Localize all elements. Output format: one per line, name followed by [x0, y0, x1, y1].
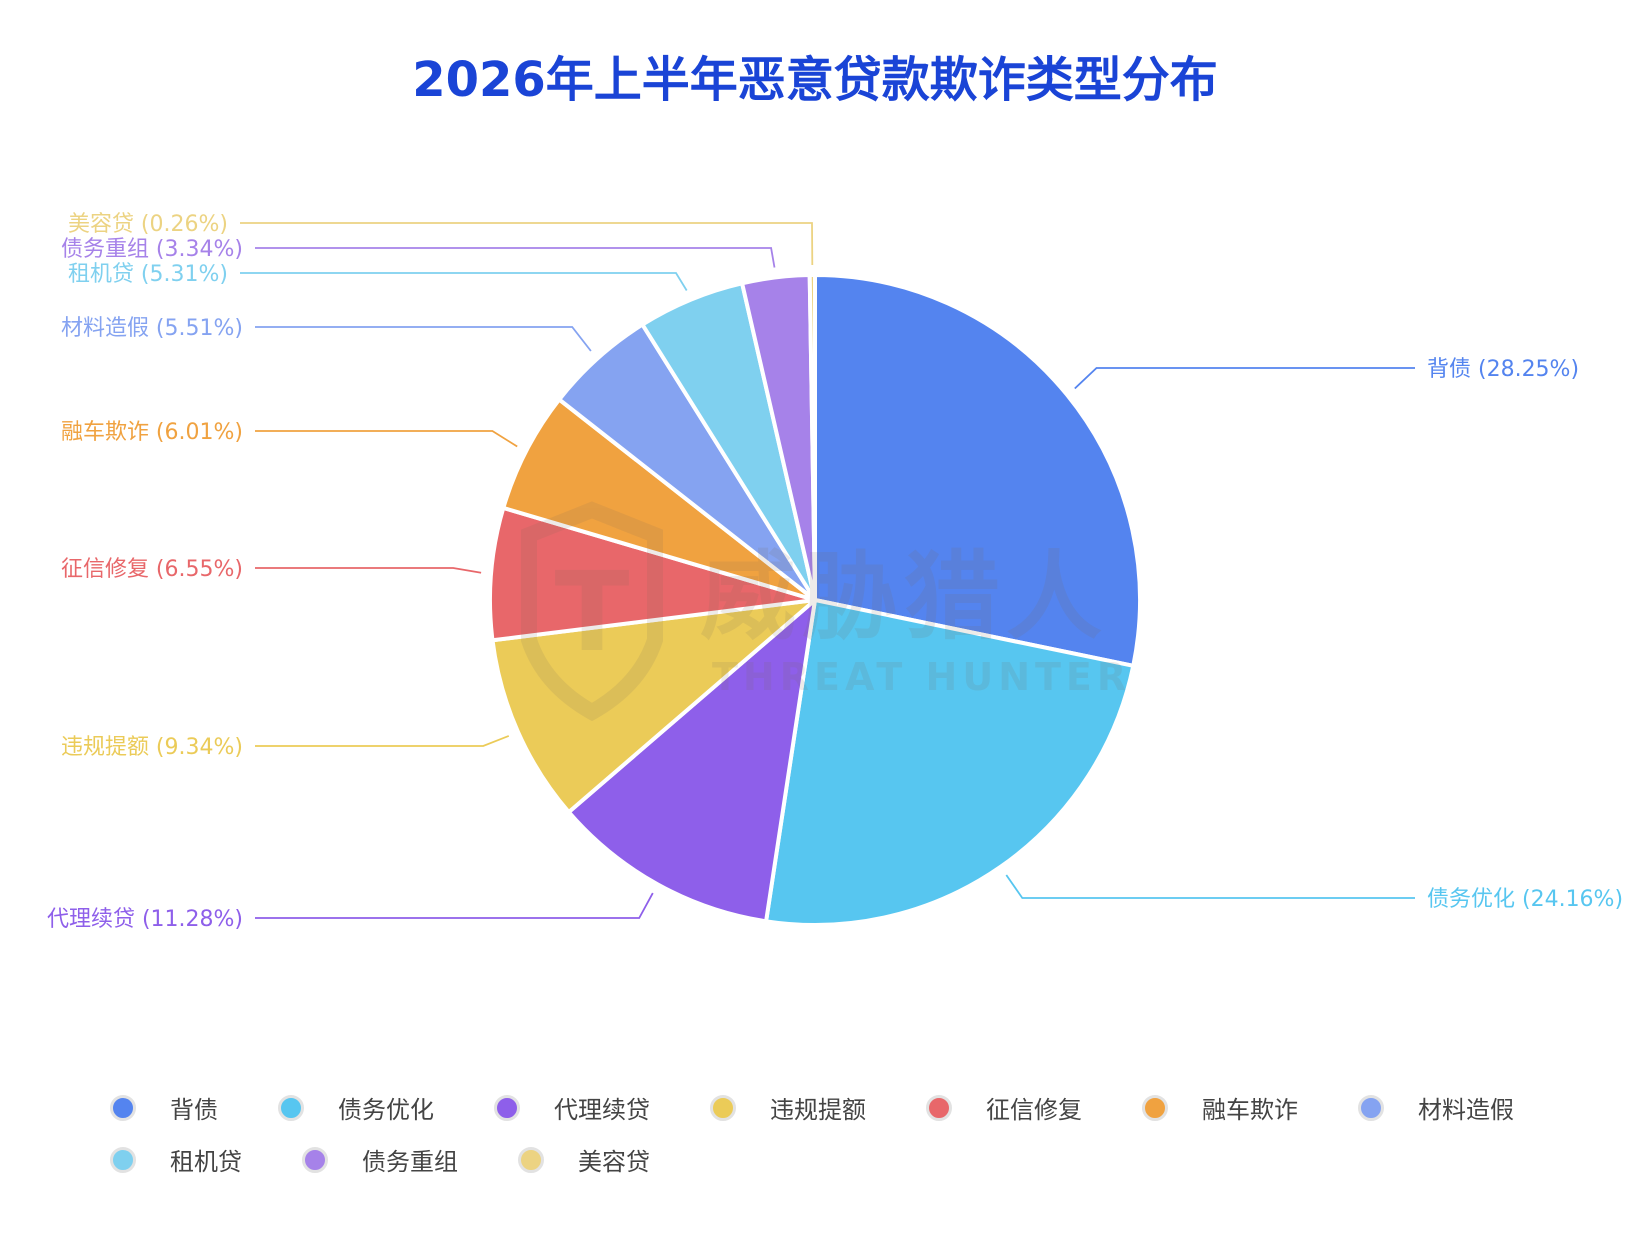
leader-line-3 — [255, 735, 510, 747]
legend-label: 征信修复 — [986, 1096, 1082, 1124]
watermark-en-text: THREAT HUNTER — [712, 655, 1131, 699]
leader-line-5 — [255, 430, 518, 448]
legend-item-7[interactable]: 租机贷 — [110, 1142, 242, 1177]
legend-dot-icon — [926, 1094, 952, 1121]
legend-item-6[interactable]: 材料造假 — [1358, 1090, 1514, 1125]
pie-slice-2[interactable] — [566, 598, 817, 924]
legend-label: 债务重组 — [362, 1148, 458, 1176]
legend-dot-icon — [710, 1094, 736, 1121]
slice-label-5: 融车欺诈 (6.01%) — [61, 420, 243, 445]
legend-item-3[interactable]: 违规提额 — [710, 1090, 866, 1125]
watermark-cn-text: 威胁猎人 — [700, 541, 1108, 653]
legend-label: 违规提额 — [770, 1096, 866, 1124]
watermark-shield-icon — [521, 501, 663, 722]
legend-label: 美容贷 — [578, 1148, 650, 1176]
leader-line-7 — [240, 272, 688, 291]
leader-line-9 — [240, 222, 814, 266]
legend-label: 背债 — [170, 1096, 218, 1124]
legend-label: 租机贷 — [170, 1148, 242, 1176]
legend-item-9[interactable]: 美容贷 — [518, 1142, 650, 1177]
slice-label-0: 背债 (28.25%) — [1427, 357, 1579, 382]
legend-item-2[interactable]: 代理续贷 — [494, 1090, 650, 1125]
legend-dot-icon — [110, 1146, 136, 1173]
slice-label-7: 租机贷 (5.31%) — [68, 262, 228, 287]
pie-slice-0[interactable] — [813, 273, 1142, 668]
legend-dot-icon — [302, 1146, 328, 1173]
leader-line-1 — [1005, 874, 1415, 899]
slice-label-2: 代理续贷 (11.28%) — [47, 907, 243, 932]
legend-label: 融车欺诈 — [1202, 1096, 1298, 1124]
slice-label-8: 债务重组 (3.34%) — [61, 237, 243, 262]
leader-line-4 — [255, 567, 482, 574]
slice-label-9: 美容贷 (0.26%) — [68, 212, 228, 237]
legend-label: 材料造假 — [1418, 1096, 1514, 1124]
leader-line-2 — [255, 892, 654, 919]
leader-line-6 — [255, 326, 592, 352]
leader-line-8 — [255, 247, 776, 268]
pie-slice-1[interactable] — [764, 598, 1136, 927]
slice-label-1: 债务优化 (24.16%) — [1427, 887, 1623, 912]
pie-slice-3[interactable] — [490, 598, 817, 815]
legend-dot-icon — [494, 1094, 520, 1121]
legend-dot-icon — [278, 1094, 304, 1121]
watermark-shield-glyph: T — [554, 548, 629, 676]
legend-dot-icon — [110, 1094, 136, 1121]
legend-label: 债务优化 — [338, 1096, 434, 1124]
pie-slice-4[interactable] — [488, 505, 817, 643]
legend-dot-icon — [518, 1146, 544, 1173]
legend-label: 代理续贷 — [554, 1096, 650, 1124]
legend-item-8[interactable]: 债务重组 — [302, 1142, 458, 1177]
watermark: T 威胁猎人 THREAT HUNTER — [521, 501, 1131, 722]
leader-lines — [240, 222, 1415, 919]
slice-label-4: 征信修复 (6.55%) — [61, 557, 243, 582]
legend-dot-icon — [1358, 1094, 1384, 1121]
chart-title: 2026年上半年恶意贷款欺诈类型分布 — [412, 52, 1218, 108]
legend-dot-icon — [1142, 1094, 1168, 1121]
leader-line-0 — [1074, 367, 1415, 390]
legend-item-4[interactable]: 征信修复 — [926, 1090, 1082, 1125]
legend-item-0[interactable]: 背债 — [110, 1090, 218, 1125]
pie-slice-9[interactable] — [807, 272, 817, 602]
legend-item-5[interactable]: 融车欺诈 — [1142, 1090, 1298, 1125]
legend-item-1[interactable]: 债务优化 — [278, 1090, 434, 1125]
slices-layer — [488, 272, 1142, 927]
slice-label-6: 材料造假 (5.51%) — [61, 316, 243, 341]
slice-label-3: 违规提额 (9.34%) — [61, 735, 243, 760]
slice-labels: 背债 (28.25%) 债务优化 (24.16%) 代理续贷 (11.28%) 违规提… — [47, 212, 1623, 932]
pie-slice-5[interactable] — [501, 397, 817, 602]
